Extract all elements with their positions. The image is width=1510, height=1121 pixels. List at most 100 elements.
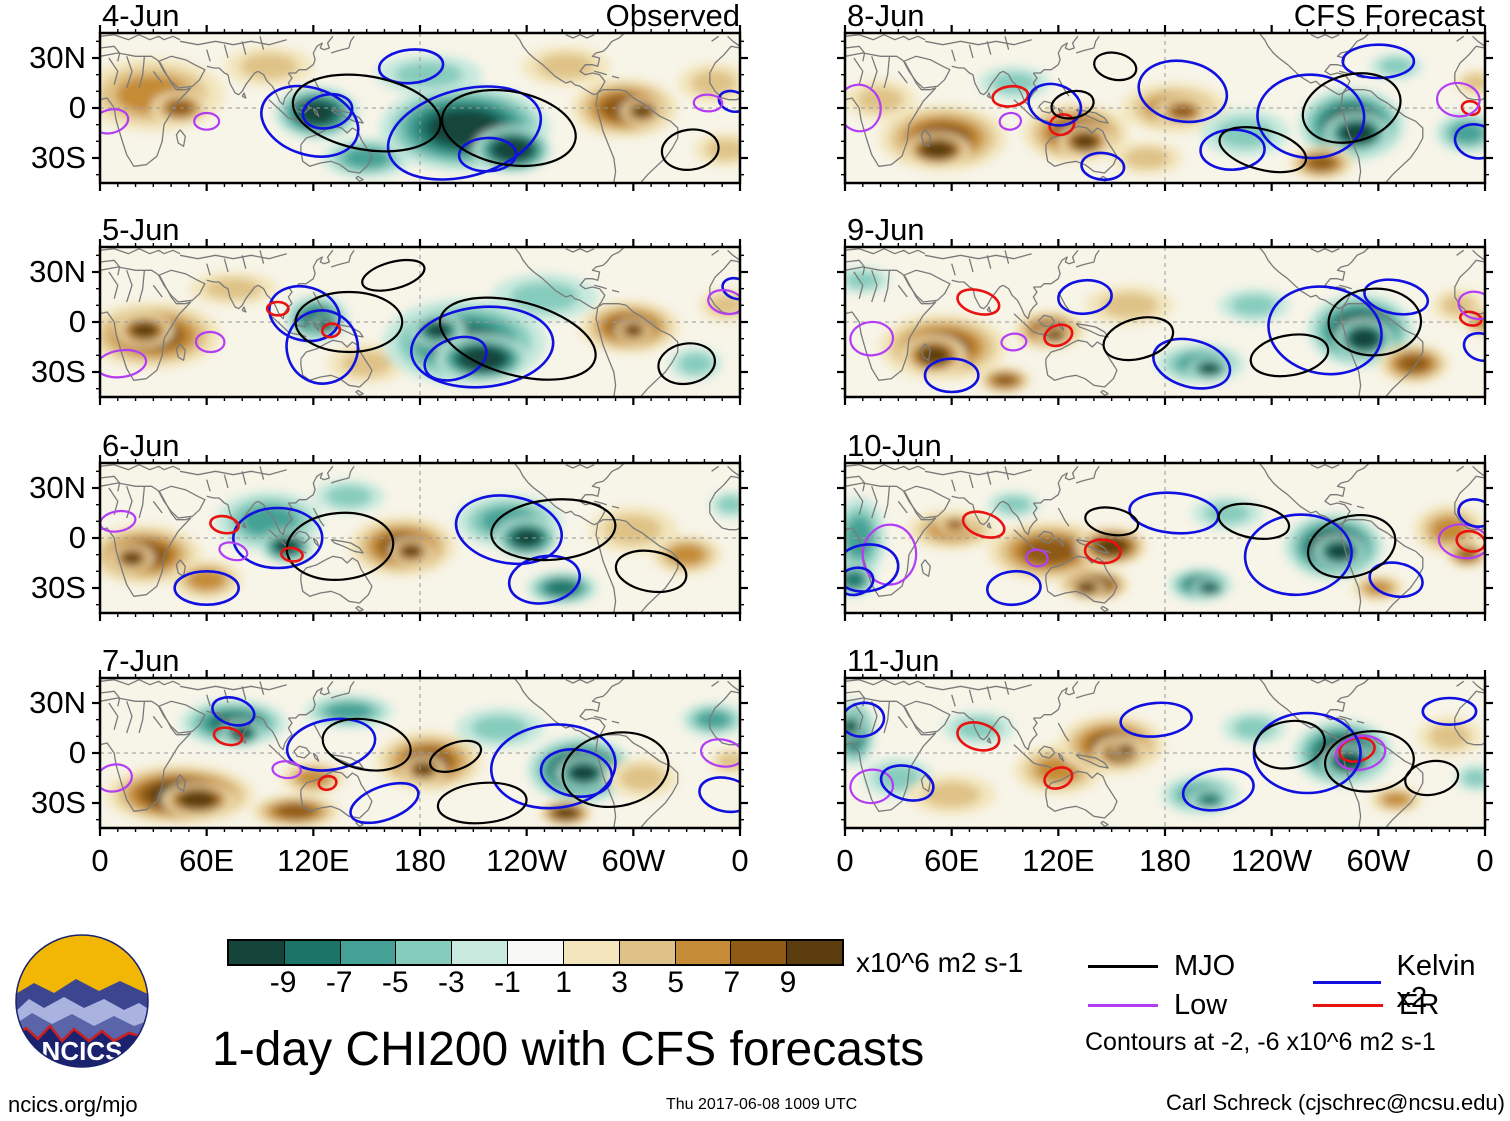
lon-label-1: 60E [179, 843, 235, 878]
panel-date-label: 5-Jun [102, 212, 180, 247]
map-10-jun [837, 455, 1493, 621]
mjo-contour [1249, 333, 1330, 378]
kelvin-contour [232, 506, 324, 570]
footer-credit: Carl Schreck (cjschrec@ncsu.edu) [1166, 1090, 1505, 1115]
colorbar-segment-3 [395, 941, 452, 964]
column-title: CFS Forecast [1293, 0, 1485, 33]
mjo-contour [1102, 316, 1175, 362]
kelvin-contour [173, 570, 240, 606]
lat-label-0: 0 [68, 735, 86, 770]
lat-label-30n: 30N [29, 685, 86, 720]
kelvin-contour [1457, 498, 1485, 528]
mjo-contour [361, 258, 426, 292]
legend-label: ER [1399, 989, 1440, 1021]
lon-label-3: 180 [394, 843, 446, 878]
low-contour [271, 760, 302, 780]
kelvin-contour [1119, 701, 1193, 738]
er-contour [1043, 766, 1074, 790]
kelvin-contour [1181, 767, 1255, 812]
lat-label-30s: 30S [30, 354, 86, 389]
map-panel-5-jun: 5-Jun [92, 214, 748, 405]
low-contour [1000, 332, 1028, 352]
kelvin-contour [1363, 278, 1430, 316]
er-contour [317, 774, 338, 792]
lon-label-2: 120E [1022, 843, 1095, 878]
kelvin-contour [489, 723, 617, 810]
lat-label-30s: 30S [30, 140, 86, 175]
mjo-contour [428, 739, 483, 773]
kelvin-contour [845, 566, 875, 597]
mjo-contour [1253, 719, 1326, 770]
mjo-contour [1217, 502, 1291, 540]
colorbar-segment-9 [730, 941, 787, 964]
lat-label-30n: 30N [29, 254, 86, 289]
low-contour [707, 288, 740, 316]
panel-header-7-jun: 7-Jun [100, 645, 740, 677]
ncics-logo-art: NCICS [16, 935, 148, 1067]
contour-note: Contours at -2, -6 x10^6 m2 s-1 [1085, 1028, 1436, 1056]
colorbar-segment-8 [674, 941, 731, 964]
lon-label-5: 60W [601, 843, 666, 878]
panel-header-9-jun: 9-Jun [845, 214, 1485, 246]
colorbar-units-label: x10^6 m2 s-1 [856, 947, 1024, 978]
kelvin-contour [507, 554, 581, 605]
low-contour [1025, 548, 1049, 568]
lat-label-0: 0 [68, 90, 86, 125]
lon-label-0: 0 [91, 843, 109, 878]
er-contour [956, 721, 1001, 752]
footer-url: ncics.org/mjo [8, 1092, 138, 1117]
kelvin-contour [1462, 331, 1485, 363]
panel-date-label: 6-Jun [102, 428, 180, 463]
colorbar-segment-0 [229, 941, 284, 964]
kelvin-contour [1368, 561, 1424, 599]
legend-line-kelvin-x2 [1313, 980, 1381, 984]
kelvin-contour [1267, 285, 1383, 376]
lon-label-0: 0 [836, 843, 854, 878]
er-contour [961, 510, 1006, 539]
legend-item-low: Low [1088, 989, 1227, 1021]
kelvin-contour [923, 357, 980, 394]
legend-line-mjo [1088, 964, 1158, 968]
panel-header-5-jun: 5-Jun [100, 214, 740, 246]
kelvin-contour [423, 335, 488, 382]
colorbar-segment-5 [507, 941, 563, 964]
colorbar-tick-5: 5 [667, 966, 685, 999]
colorbar [227, 939, 844, 966]
er-contour [320, 322, 342, 339]
legend-label: Kelvin x2 [1396, 950, 1476, 1014]
lon-label-1: 60E [924, 843, 980, 878]
mjo-contour [285, 511, 395, 581]
mjo-contour [440, 88, 577, 168]
colorbar-tick--5: -5 [381, 966, 409, 999]
panel-date-label: 4-Jun [102, 0, 180, 33]
lat-label-0: 0 [68, 520, 86, 555]
colorbar-tick-7: 7 [723, 966, 741, 999]
panel-header-10-jun: 10-Jun [845, 430, 1485, 462]
kelvin-contour [409, 305, 555, 389]
map-panel-10-jun: 10-Jun [837, 430, 1493, 621]
panel-date-label: 11-Jun [847, 643, 940, 678]
legend-line-low [1088, 1003, 1158, 1007]
kelvin-contour [1341, 43, 1416, 80]
panel-date-label: 7-Jun [102, 643, 180, 678]
lat-label-30s: 30S [30, 785, 86, 820]
legend-item-er: ER [1313, 989, 1439, 1021]
mjo-contour [438, 296, 597, 381]
legend-item-kelvin-x2: Kelvin x2 [1313, 950, 1510, 1014]
low-contour [692, 93, 724, 113]
low-contour [998, 111, 1023, 131]
colorbar-segment-6 [562, 941, 619, 964]
mjo-contour [1093, 51, 1138, 82]
lon-label-3: 180 [1139, 843, 1191, 878]
kelvin-contour [301, 92, 354, 130]
map-6-jun [92, 455, 748, 621]
mjo-contour [291, 73, 442, 153]
low-contour [1435, 81, 1481, 118]
lon-label-4: 120W [1231, 843, 1313, 878]
lon-label-6: 0 [731, 843, 749, 878]
legend-label: MJO [1174, 950, 1236, 982]
low-contour [194, 330, 226, 354]
low-contour [100, 108, 130, 135]
kelvin-contour [1421, 696, 1478, 726]
